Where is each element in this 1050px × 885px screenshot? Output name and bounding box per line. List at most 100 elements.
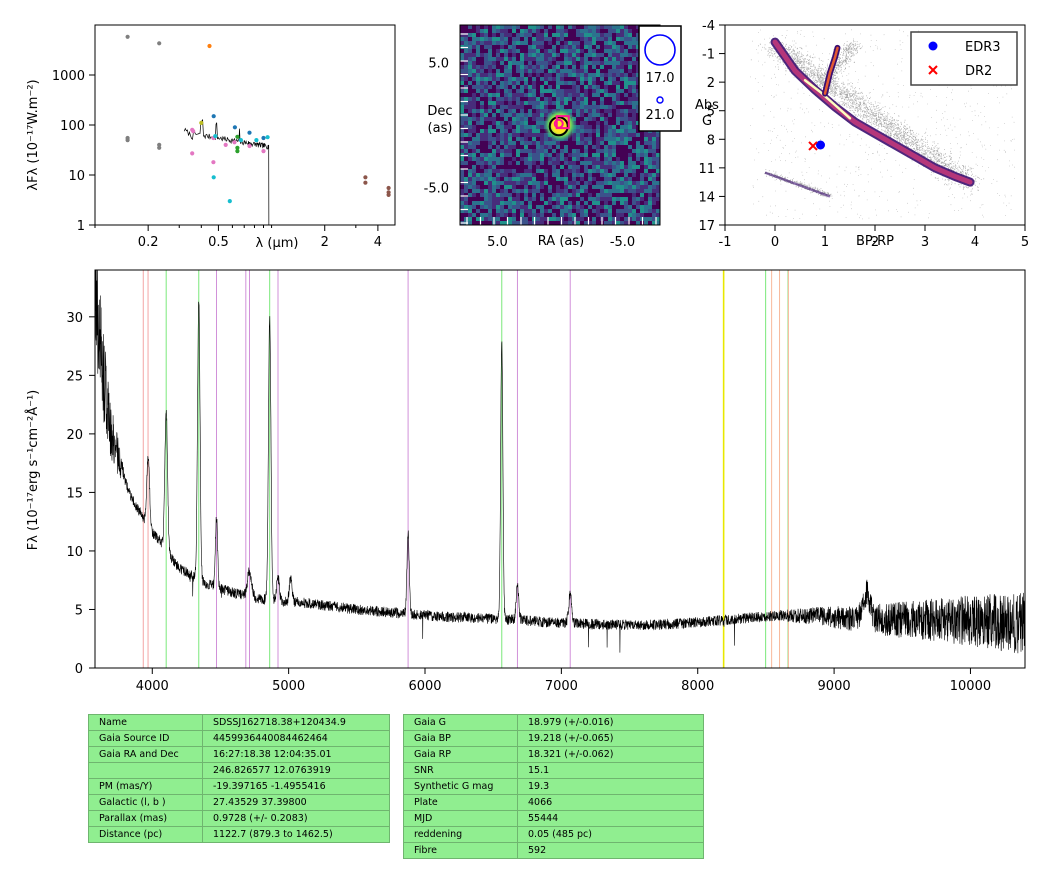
spectrum-y-tick-label: 10	[66, 545, 83, 560]
main-sequence-peak	[803, 78, 852, 120]
sed-point	[232, 140, 237, 145]
table-value: 4459936440084462464	[202, 730, 390, 747]
spectrum-y-tick-label: 30	[66, 311, 83, 326]
hr-panel: -1 0 1 2 3 4 5 -4 -1 2 5 8 11 14 17 BP-RP Abs G EDR3 D…	[695, 19, 1029, 250]
image-marks	[460, 25, 660, 225]
hr-legend: EDR3 DR2	[910, 31, 1018, 86]
sed-point	[207, 43, 212, 49]
image-x-tick-label: -5.0	[610, 235, 635, 250]
hr-y-tick-label: -1	[702, 48, 715, 63]
table-label: Gaia G	[403, 714, 518, 731]
table-value: 4066	[517, 794, 704, 811]
source-marker-circle	[553, 118, 564, 129]
giant-branch-core	[823, 46, 839, 95]
table-value: 0.05 (485 pc)	[517, 826, 704, 843]
table-label: reddening	[403, 826, 518, 843]
sed-model-curve	[183, 119, 270, 225]
table-row: Parallax (mas) 0.9728 (+/- 0.2083)	[88, 810, 390, 827]
table-value: 592	[517, 842, 704, 859]
table-row: PM (mas/Y) -19.397165 -1.4955416	[88, 778, 390, 795]
table-value: 246.826577 12.0763919	[202, 762, 390, 779]
table-label: SNR	[403, 762, 518, 779]
table-value: 19.3	[517, 778, 704, 795]
sed-point	[235, 145, 240, 150]
spectrum-x-tick-label: 6000	[408, 679, 441, 694]
table-value: 1122.7 (879.3 to 1462.5)	[202, 826, 390, 843]
table-label: Parallax (mas)	[88, 810, 203, 827]
sed-y-tick-label: 1	[77, 219, 85, 234]
sed-axes: 0.2 0.5 2 4 1 10 100 1000	[52, 69, 382, 250]
hr-xlabel: BP-RP	[856, 234, 894, 249]
sed-x-tick-label: 0.5	[208, 235, 229, 250]
sed-point	[386, 185, 391, 191]
edr3-point	[816, 140, 825, 150]
source-marker-square	[555, 115, 570, 130]
info-table-left: Name SDSSJ162718.38+120434.9 Gaia Source I…	[88, 714, 390, 843]
spectrum-x-tick-label: 4000	[136, 679, 169, 694]
spectrum-x-tick-label: 8000	[681, 679, 714, 694]
sed-point	[157, 142, 162, 147]
table-value: SDSSJ162718.38+120434.9	[202, 714, 390, 731]
table-value: 55444	[517, 810, 704, 827]
hr-legend-dr2-marker	[928, 65, 938, 75]
table-value: 18.321 (+/-0.062)	[517, 746, 704, 763]
table-row: MJD 55444	[403, 810, 704, 827]
spectrum-ylabel: Fλ (10⁻¹⁷erg s⁻¹cm⁻²Å⁻¹)	[25, 390, 41, 550]
image-xlabel: RA (as)	[538, 234, 584, 249]
sed-point	[211, 175, 216, 180]
spectrum-y-tick-label: 15	[66, 486, 83, 501]
table-row: SNR 15.1	[403, 762, 704, 779]
table-label: Plate	[403, 794, 518, 811]
spectrum-y-tick-label: 0	[75, 662, 83, 677]
image-axes: 5.0 -5.0 5.0 -5.0	[424, 57, 636, 251]
table-label: Gaia RP	[403, 746, 518, 763]
sed-point	[190, 151, 195, 156]
table-label	[88, 762, 203, 779]
sed-ylabel: λFλ (10⁻¹⁷W.m⁻²)	[26, 79, 41, 190]
table-label: PM (mas/Y)	[88, 778, 203, 795]
table-label: Gaia Source ID	[88, 730, 203, 747]
legend-mag-1: 17.0	[646, 71, 675, 86]
table-label: Galactic (l, b )	[88, 794, 203, 811]
table-row: Galactic (l, b ) 27.43529 37.39800	[88, 794, 390, 811]
sed-point	[386, 192, 391, 197]
hr-y-tick-label: 5	[707, 105, 715, 120]
sed-point	[247, 143, 252, 149]
sed-point	[125, 34, 130, 39]
hr-legend-edr3-marker	[928, 41, 938, 51]
sed-point	[235, 149, 240, 154]
table-value: 15.1	[517, 762, 704, 779]
table-row: 246.826577 12.0763919	[88, 762, 390, 779]
hr-x-tick-label: 1	[821, 235, 829, 250]
hr-x-tick-label: 4	[971, 235, 979, 250]
table-label: Gaia RA and Dec	[88, 746, 203, 763]
table-row: Gaia RA and Dec 16:27:18.38 12:04:35.01	[88, 746, 390, 763]
table-row: Gaia G 18.979 (+/-0.016)	[403, 714, 704, 731]
image-ylabel-line1: Dec	[427, 104, 452, 119]
hr-x-tick-label: 2	[871, 235, 879, 250]
table-label: MJD	[403, 810, 518, 827]
info-table-right: Gaia G 18.979 (+/-0.016) Gaia BP 19.218 (+/…	[403, 714, 704, 859]
sed-xlabel: λ (μm)	[256, 236, 299, 251]
sed-point	[265, 135, 270, 140]
sed-point	[363, 180, 368, 185]
image-panel: 5.0 -5.0 5.0 -5.0 RA (as) Dec (as) 17.0 21.…	[424, 24, 682, 251]
sed-point	[211, 114, 216, 119]
sed-point	[227, 199, 232, 204]
sed-y-tick-label: 10	[68, 169, 85, 184]
spectrum-frame	[94, 269, 1026, 669]
sed-point	[191, 129, 196, 134]
sed-point	[261, 149, 266, 154]
hr-x-tick-label: 3	[921, 235, 929, 250]
table-row: Gaia BP 19.218 (+/-0.065)	[403, 730, 704, 747]
table-value: 0.9728 (+/- 0.2083)	[202, 810, 390, 827]
sed-x-tick-label: 0.2	[138, 235, 159, 250]
table-label: Synthetic G mag	[403, 778, 518, 795]
table-row: Name SDSSJ162718.38+120434.9	[88, 714, 390, 731]
image-y-tick-label: 5.0	[428, 57, 449, 72]
table-row: Plate 4066	[403, 794, 704, 811]
hr-legend-edr3-label: EDR3	[965, 40, 1001, 55]
hr-axes: -1 0 1 2 3 4 5 -4 -1 2 5 8 11 14 17	[698, 19, 1029, 250]
table-row: Synthetic G mag 19.3	[403, 778, 704, 795]
hr-frame	[724, 24, 1026, 226]
